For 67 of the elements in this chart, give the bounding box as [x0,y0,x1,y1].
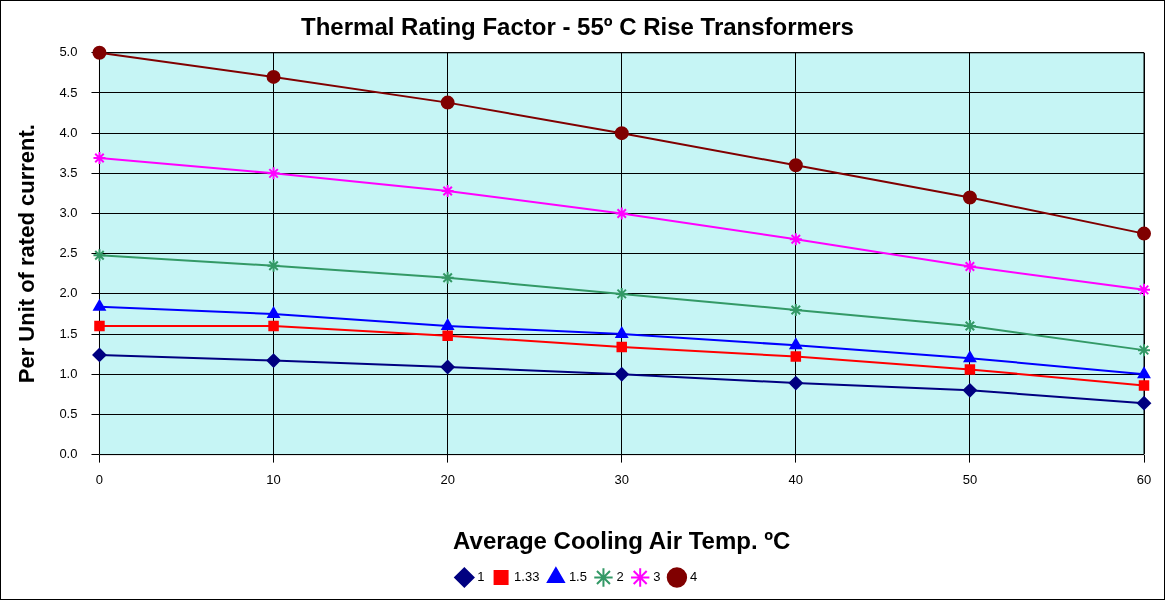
point [440,95,455,110]
point [964,364,976,375]
x-tick-label: 0 [95,471,104,487]
point [268,320,279,332]
point [789,338,803,350]
legend-label: 1 [477,569,485,585]
point [962,259,977,274]
chart-title: Thermal Rating Factor - 55º C Rise Transformers [301,13,854,41]
y-tick-label: 2.0 [59,285,78,301]
point [962,383,977,398]
x-tick-label: 60 [1136,471,1152,487]
y-tick-label: 3.5 [59,164,78,180]
point [441,319,454,331]
point [440,184,455,199]
point [790,351,802,362]
y-tick-label: 1.0 [59,365,78,381]
y-tick-label: 3.0 [59,205,78,221]
y-tick-label: 0.5 [59,406,78,421]
y-axis-title: Per Unit of rated current. [14,124,40,384]
point [788,232,803,247]
point [614,286,629,301]
point [1137,226,1151,241]
x-tick-label: 10 [266,471,281,487]
legend-label: 1.33 [514,569,540,585]
point [962,319,977,334]
x-axis-title: Average Cooling Air Temp. ºC [453,527,791,555]
point [93,299,106,311]
point [266,166,281,181]
y-tick-label: 2.5 [59,245,78,261]
point [788,376,803,391]
point [267,306,280,318]
y-tick-label: 1.5 [59,325,78,341]
x-tick-label: 50 [962,471,978,487]
point [1137,396,1151,411]
point [266,353,281,368]
point [1137,282,1151,297]
x-tick-label: 40 [788,471,804,487]
point [616,341,627,353]
point [442,330,453,341]
point [614,367,629,382]
y-tick-label: 0.0 [59,446,78,462]
point [1137,367,1151,379]
point [615,327,628,339]
point [1137,343,1151,358]
point [440,360,455,375]
point [266,258,281,273]
y-tick-label: 4.0 [59,124,78,140]
y-tick-label: 5.0 [59,44,78,60]
point [266,69,281,84]
legend-label: 3 [653,569,661,585]
point [962,190,977,205]
point [1138,380,1150,391]
point [440,270,455,285]
point [94,320,105,332]
point [788,302,803,317]
legend-label: 1.5 [568,569,587,585]
point [92,347,107,362]
x-tick-label: 20 [440,471,455,487]
point [92,151,107,166]
x-tick-label: 30 [614,471,629,487]
y-tick-label: 4.5 [59,84,78,100]
point [614,206,629,221]
point [963,351,977,363]
point [614,126,629,141]
point [788,158,803,173]
legend-label: 4 [689,569,698,585]
legend-label: 2 [616,569,624,585]
